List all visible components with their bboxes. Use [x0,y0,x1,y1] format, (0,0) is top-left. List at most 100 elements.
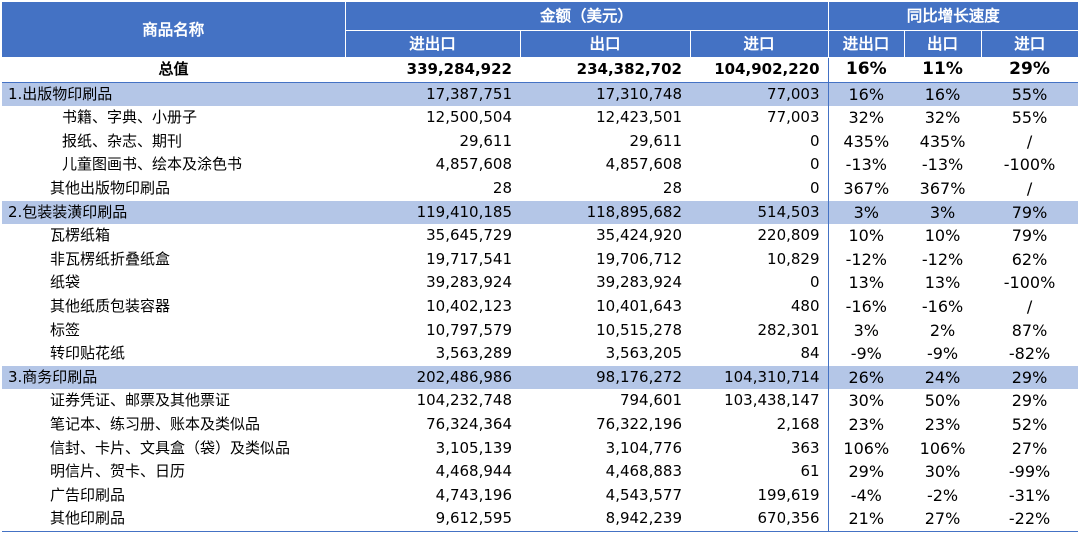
amount-import-cell: 61 [690,460,829,484]
growth-import-cell: / [1026,131,1033,151]
table-row: 非瓦楞纸折叠纸盒 19,717,541 19,706,712 10,829 -12% -1… [2,247,1078,272]
growth-export-cell: 13% [924,273,961,293]
growth-import-header: 进口 [981,30,1079,58]
table-body: 总值 339,284,922 234,382,702 104,902,220 16% 11… [2,57,1079,532]
growth-group-header: 同比增长速度 [828,2,1079,31]
amount-export-header: 出口 [520,30,691,58]
amount-export-cell: 4,468,883 [605,462,682,481]
growth-import-cell: -100% [1003,155,1056,175]
amount-import-cell: 103,438,147 [690,389,829,413]
growth-import-cell: / [1026,296,1033,316]
growth-import-cell: 52% [1011,414,1048,434]
product-name-cell: 其他印刷品 [2,507,345,532]
growth-export-cell: 24% [904,365,982,390]
growth-import-cell: 29% [1011,391,1048,411]
amount-total-cell: 12,500,504 [426,108,512,127]
table-row: 儿童图画书、绘本及涂色书 4,857,608 4,857,608 0 -13% -13% -… [2,153,1078,177]
product-name-cell: 3.商务印刷品 [2,365,345,390]
growth-export-cell: 435% [919,131,966,151]
growth-import-cell: -22% [981,507,1079,532]
amount-export-cell: 19,706,712 [596,249,682,268]
growth-export-cell: 50% [924,391,961,411]
product-name-cell: 瓦楞纸箱 [50,226,111,245]
amount-export-cell: 29,611 [629,131,683,150]
table-row: 明信片、贺卡、日历 4,468,944 4,468,883 61 29% 30% -99% [2,460,1078,484]
amount-total-cell: 10,402,123 [426,296,512,315]
table-row: 笔记本、练习册、账本及类似品 76,324,364 76,322,196 2,168 2… [2,412,1078,437]
growth-export-cell: 10% [924,226,961,246]
total-row: 总值 339,284,922 234,382,702 104,902,220 16% 11… [2,57,1079,83]
amount-total-cell: 17,387,751 [345,82,520,107]
growth-export-cell: 16% [904,82,982,107]
product-name-cell: 总值 [2,57,345,83]
growth-export-cell: 3% [904,200,982,225]
growth-import-cell: 29% [981,57,1079,83]
growth-total-cell: 21% [828,507,905,532]
growth-total-cell: -13% [845,155,887,175]
growth-export-cell: 106% [919,438,966,458]
growth-total-cell: 435% [843,131,890,151]
amount-export-cell: 118,895,682 [520,200,690,225]
amount-export-cell: 35,424,920 [596,226,682,245]
amount-export-cell: 39,283,924 [596,273,682,292]
table-row: 瓦楞纸箱 35,645,729 35,424,920 220,809 10% 10% 79% [2,224,1078,248]
amount-export-cell: 4,543,577 [605,485,682,504]
amount-import-cell: 670,356 [690,507,829,532]
table-row: 其他出版物印刷品 28 28 0 367% 367% / [2,176,1078,201]
amount-import-cell: 0 [690,271,829,295]
amount-import-cell: 84 [690,342,829,366]
growth-total-cell: 3% [828,200,905,225]
growth-total-cell: 30% [848,391,885,411]
amount-import-header: 进口 [690,30,829,58]
growth-export-cell: 32% [924,108,961,128]
amount-total-cell: 3,563,289 [435,344,512,363]
growth-export-cell: -2% [926,485,959,505]
product-name-cell: 报纸、杂志、期刊 [62,131,183,150]
growth-total-cell: -4% [850,485,882,505]
growth-export-cell: -9% [926,344,959,364]
amount-total-cell: 35,645,729 [426,226,512,245]
growth-total-header: 进出口 [828,30,905,58]
category-row: 3.商务印刷品 202,486,986 98,176,272 104,310,714 2… [2,365,1079,390]
product-name-cell: 书籍、字典、小册子 [62,108,198,127]
amount-total-cell: 9,612,595 [345,507,520,532]
growth-total-cell: 32% [848,108,885,128]
amount-import-cell: 77,003 [690,82,829,107]
amount-total-cell: 3,105,139 [435,438,512,457]
amount-import-cell: 514,503 [690,200,829,225]
amount-total-cell: 39,283,924 [426,273,512,292]
growth-total-cell: -9% [850,344,882,364]
product-name-cell: 儿童图画书、绘本及涂色书 [62,155,243,174]
growth-export-cell: -12% [921,249,964,269]
growth-import-cell: 29% [981,365,1079,390]
product-name-cell: 纸袋 [50,273,81,292]
amount-import-cell: 2,168 [690,412,829,437]
amount-import-cell: 0 [690,176,829,201]
product-name-cell: 信封、卡片、文具盒（袋）及类似品 [50,438,291,457]
amount-total-cell: 76,324,364 [426,414,512,433]
table-row: 证券凭证、邮票及其他票证 104,232,748 794,601 103,438,14… [2,389,1078,413]
growth-export-cell: 27% [904,507,982,532]
amount-total-cell: 29,611 [459,131,513,150]
amount-import-cell: 0 [690,129,829,154]
amount-export-cell: 98,176,272 [520,365,690,390]
table-header: 商品名称 金额（美元） 同比增长速度 进出口 出口 进口 进出口 出口 进口 [2,2,1079,58]
amount-import-cell: 77,003 [690,106,829,130]
amount-export-cell: 3,104,776 [605,438,682,457]
product-name-header: 商品名称 [2,2,346,58]
amount-export-cell: 10,515,278 [596,320,682,339]
growth-import-cell: -99% [1008,462,1051,482]
table-row: 书籍、字典、小册子 12,500,504 12,423,501 77,003 32% 32… [2,106,1078,130]
growth-total-cell: 367% [843,178,890,198]
amount-import-cell: 480 [690,294,829,319]
product-name-cell: 证券凭证、邮票及其他票证 [50,391,231,410]
growth-export-cell: -16% [921,296,964,316]
amount-export-cell: 12,423,501 [596,108,682,127]
growth-export-cell: 30% [924,462,961,482]
amount-import-cell: 0 [690,153,829,177]
amount-total-cell: 4,743,196 [435,485,512,504]
product-name-cell: 广告印刷品 [50,485,126,504]
amount-export-cell: 234,382,702 [520,57,690,83]
amount-total-cell: 4,468,944 [435,462,512,481]
growth-total-cell: 16% [828,82,905,107]
